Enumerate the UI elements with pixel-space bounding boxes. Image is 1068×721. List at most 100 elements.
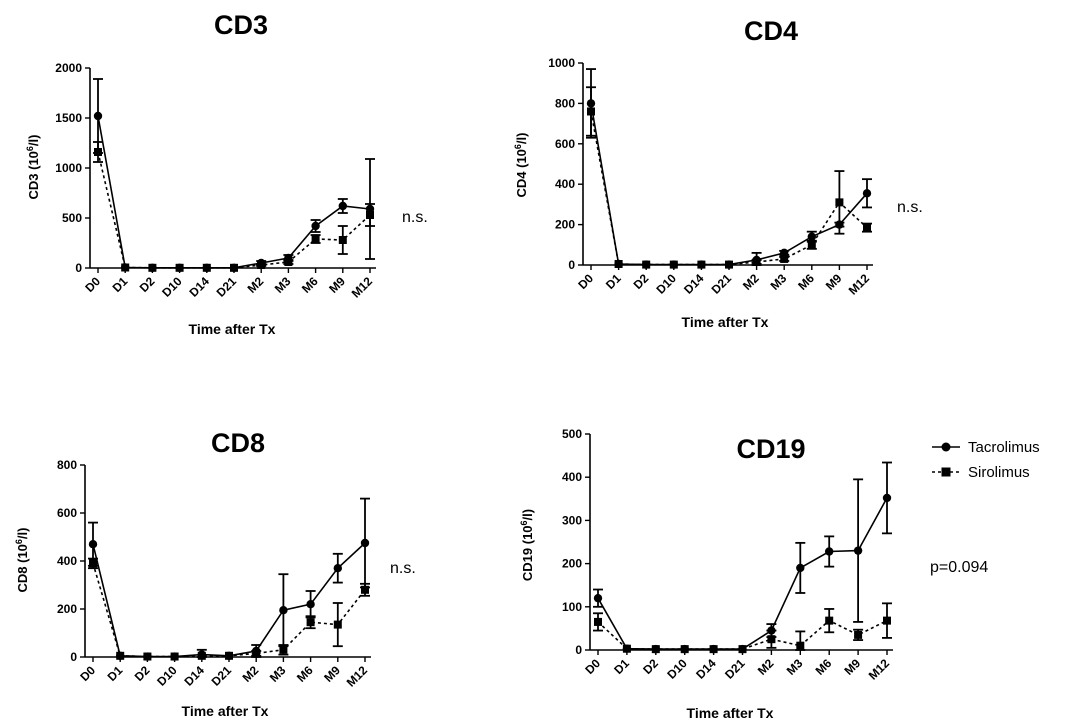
data-point-sirolimus [587,107,595,116]
legend-square-marker [941,467,951,477]
data-point-sirolimus [825,616,834,625]
data-point-sirolimus [697,260,706,269]
y-tick-label: 200 [562,557,582,571]
legend-entry-tacrolimus: Tacrolimus [932,439,1040,456]
x-tick-label: D0 [82,274,103,295]
y-tick-label: 600 [555,137,575,151]
data-point-sirolimus [651,645,660,654]
y-tick-label: 1500 [55,111,82,125]
data-point-sirolimus [338,236,347,244]
x-tick-label: D1 [603,271,624,292]
data-point-sirolimus [306,618,315,627]
x-tick-label: D0 [575,271,596,292]
plot-area: 0 100 200 300 400 500 D0 D1 D2 D10 D14 D21 M2 M3 M6 M9 M… [562,427,893,683]
x-tick-label: D10 [159,274,185,300]
data-point-sirolimus [835,198,844,207]
data-point-sirolimus [311,235,320,243]
x-tick-label: D10 [664,656,690,682]
x-tick-label: D1 [611,656,632,677]
x-tick-label: M2 [740,271,762,293]
significance-annotation: n.s. [390,560,416,577]
data-point-sirolimus [883,616,891,625]
x-tick-label: D0 [582,656,603,677]
data-point-sirolimus [170,652,179,661]
series-line-tacrolimus [92,542,366,658]
x-tick-label: M12 [846,271,873,298]
data-point-sirolimus [854,630,863,639]
y-tick-label: 400 [555,177,575,191]
y-tick-label: 500 [562,427,582,441]
x-tick-label: M9 [326,274,348,296]
x-tick-label: D0 [77,663,98,684]
data-point-tacrolimus [338,201,347,211]
x-tick-label: D14 [681,271,707,297]
x-tick-label: D21 [209,663,235,689]
data-point-tacrolimus [306,600,315,609]
y-tick-label: 1000 [548,56,575,70]
y-tick-label: 600 [57,506,77,520]
data-point-sirolimus [279,645,288,654]
panel-cd4: CD4 CD4 (106/l) Time after Tx n.s. 0 200 4… [513,16,923,330]
plot-area: 0 200 400 600 800 D0 D1 D2 D10 D14 D21 M2 M3 M6 M9 M12 [57,458,371,690]
data-point-tacrolimus [862,189,872,198]
y-tick-label: 1000 [55,161,82,175]
panel-cd19: CD19 CD19 (106/l) Time after Tx p=0.094 … [519,427,988,721]
data-point-sirolimus [767,635,776,644]
x-tick-label: D1 [105,663,126,684]
y-tick-label: 0 [70,650,77,664]
x-tick-label: M9 [842,656,864,678]
y-axis-label: CD3 (106/l) [25,135,41,200]
y-tick-label: 500 [62,211,82,225]
data-point-sirolimus [257,261,266,269]
x-tick-label: M12 [344,663,371,690]
significance-annotation: n.s. [402,209,428,226]
y-tick-label: 0 [575,643,582,657]
data-point-sirolimus [94,148,102,156]
significance-annotation: n.s. [897,199,923,216]
y-axis-label: CD8 (106/l) [14,528,30,593]
y-tick-label: 200 [555,218,575,232]
y-tick-label: 400 [57,554,77,568]
x-tick-label: D21 [214,274,240,300]
x-tick-label: M2 [755,656,777,678]
legend: Tacrolimus Sirolimus [932,439,1040,481]
y-tick-label: 300 [562,513,582,527]
y-tick-label: 2000 [55,61,82,75]
series-line-sirolimus [97,151,371,269]
data-point-sirolimus [807,240,816,249]
data-point-sirolimus [361,585,369,594]
data-point-sirolimus [175,263,184,272]
data-point-sirolimus [333,620,342,629]
data-point-sirolimus [680,645,689,654]
data-point-sirolimus [709,645,718,654]
x-tick-label: D2 [137,274,158,295]
data-point-tacrolimus [311,221,320,231]
series-line-sirolimus [590,111,868,266]
x-tick-label: M12 [866,656,893,683]
data-point-tacrolimus [360,538,370,548]
data-point-tacrolimus [279,606,288,615]
x-tick-label: D14 [186,274,212,300]
data-point-sirolimus [89,559,97,568]
x-tick-label: D21 [709,271,735,297]
data-point-tacrolimus [796,563,805,573]
data-point-tacrolimus [593,593,603,603]
legend-label: Sirolimus [968,464,1030,481]
series-line-tacrolimus [97,115,371,269]
y-tick-label: 0 [75,261,82,275]
x-tick-label: M9 [823,271,845,293]
x-tick-label: M6 [795,271,817,293]
data-point-sirolimus [738,645,747,654]
x-tick-label: M6 [813,656,835,678]
x-tick-label: M3 [272,274,294,296]
data-point-tacrolimus [882,493,892,503]
data-point-sirolimus [143,652,152,661]
y-tick-label: 0 [568,258,575,272]
plot-area: 0 200 400 600 800 1000 D0 D1 D2 D10 D14 D21 M2 M3 M6 M9… [548,56,873,298]
data-point-sirolimus [780,254,789,263]
x-axis-label: Time after Tx [182,703,269,719]
legend-circle-marker [941,442,951,452]
y-tick-label: 400 [562,470,582,484]
data-point-sirolimus [148,263,157,272]
